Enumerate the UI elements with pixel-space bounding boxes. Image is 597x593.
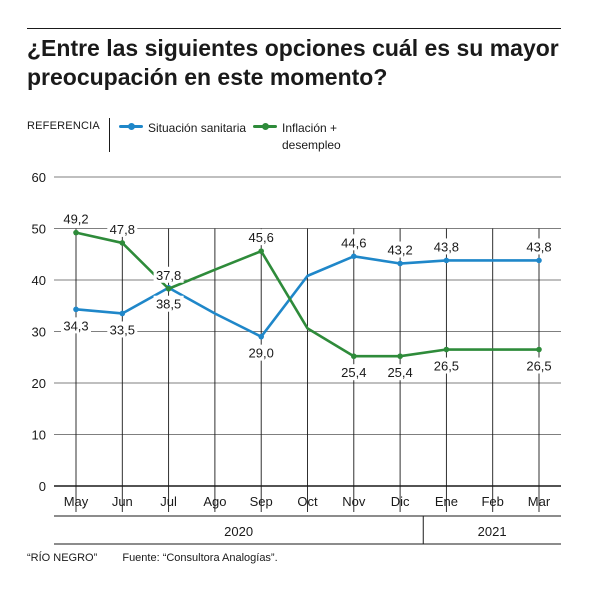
legend-label-situacion-sanitaria: Situación sanitaria <box>148 121 247 135</box>
series-line-1 <box>74 231 541 358</box>
data-label-bg <box>107 321 138 338</box>
data-label-bg <box>431 238 462 255</box>
data-label-bg <box>431 357 462 374</box>
x-tick-label: Oct <box>297 494 318 509</box>
data-label: 44,6 <box>341 235 366 250</box>
data-point <box>119 310 126 317</box>
legend-item-inflacion-desempleo: Inflación + desempleo <box>253 120 382 154</box>
y-tick-label: 60 <box>32 170 46 185</box>
top-rule <box>27 28 561 29</box>
data-label: 25,4 <box>387 365 412 380</box>
data-label: 25,4 <box>341 365 366 380</box>
data-label-bg <box>61 317 91 334</box>
data-point <box>536 346 542 353</box>
data-label-bg <box>524 238 554 255</box>
x-tick-label: Nov <box>342 494 366 509</box>
legend-reference-label: REFERENCIA <box>27 120 100 132</box>
year-label: 2021 <box>478 524 507 539</box>
data-label: 49,2 <box>63 212 88 227</box>
footer-credit: “RÍO NEGRO” <box>27 552 98 564</box>
chart-title: ¿Entre las siguientes opciones cuál es s… <box>27 35 559 90</box>
y-tick-label: 40 <box>32 273 46 288</box>
data-label: 29,0 <box>249 346 274 361</box>
data-label-bg <box>338 234 369 251</box>
x-tick-label: Sep <box>250 494 273 509</box>
data-label-bg <box>338 364 369 381</box>
data-label: 47,8 <box>110 222 135 237</box>
footer: “RÍO NEGRO” Fuente: “Consultora Analogía… <box>27 552 300 564</box>
x-tick-label: May <box>64 494 89 509</box>
data-point <box>443 257 450 264</box>
data-point <box>397 353 403 360</box>
data-point <box>536 257 542 264</box>
legend-divider <box>109 118 110 152</box>
data-label: 33,5 <box>110 322 135 337</box>
legend-swatch-green <box>253 120 277 132</box>
data-point <box>73 306 79 313</box>
data-point <box>397 260 403 267</box>
data-label: 26,5 <box>526 359 551 374</box>
footer-source: Fuente: “Consultora Analogías”. <box>122 552 278 564</box>
data-point <box>258 333 265 340</box>
data-label-bg <box>385 364 416 381</box>
x-tick-label: Ago <box>203 494 226 509</box>
data-label: 43,8 <box>434 239 459 254</box>
data-label: 34,3 <box>63 318 88 333</box>
data-point <box>119 240 126 246</box>
series-line-0 <box>74 255 541 338</box>
legend-item-situacion-sanitaria: Situación sanitaria <box>119 120 248 137</box>
data-label: 38,5 <box>156 297 181 312</box>
data-label: 43,2 <box>387 243 412 258</box>
x-tick-label: Dic <box>391 494 410 509</box>
data-label-bg <box>107 220 138 237</box>
data-label-bg <box>246 229 277 246</box>
x-tick-label: Jul <box>160 494 177 509</box>
data-point <box>258 248 265 254</box>
legend-swatch-blue <box>119 120 143 132</box>
data-point <box>73 229 79 236</box>
data-label: 43,8 <box>526 239 551 254</box>
y-tick-label: 0 <box>39 479 46 494</box>
y-tick-label: 10 <box>32 428 46 443</box>
data-label-bg <box>246 344 277 361</box>
legend-label-inflacion-desempleo: Inflación + desempleo <box>282 121 341 152</box>
data-label-bg <box>153 266 184 283</box>
data-label: 37,8 <box>156 268 181 283</box>
x-tick-label: Feb <box>481 494 503 509</box>
data-label-bg <box>524 357 554 374</box>
data-point <box>351 353 357 360</box>
data-label: 45,6 <box>249 230 274 245</box>
x-tick-label: Ene <box>435 494 458 509</box>
y-tick-label: 50 <box>32 222 46 237</box>
x-tick-label: Jun <box>112 494 133 509</box>
data-label-bg <box>61 210 91 227</box>
data-point <box>351 253 357 260</box>
data-label: 26,5 <box>434 359 459 374</box>
year-label: 2020 <box>224 524 253 539</box>
data-point <box>443 346 450 353</box>
data-label-bg <box>385 241 416 258</box>
data-label-bg <box>153 295 184 312</box>
y-tick-label: 20 <box>32 376 46 391</box>
x-tick-label: Mar <box>528 494 551 509</box>
y-tick-label: 30 <box>32 325 46 340</box>
data-point <box>165 285 172 292</box>
